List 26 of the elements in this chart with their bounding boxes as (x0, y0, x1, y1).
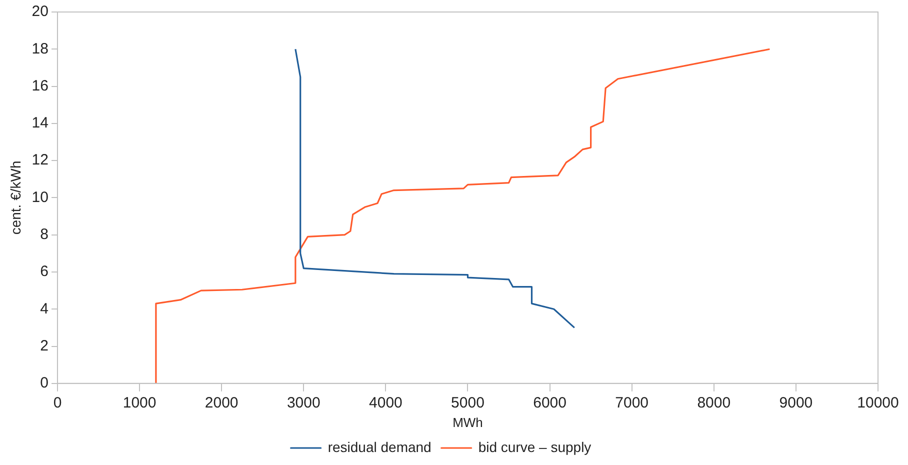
y-tick-label: 8 (40, 226, 48, 243)
y-tick-label: 6 (40, 263, 48, 280)
y-tick-label: 0 (40, 374, 48, 392)
x-tick-label: 3000 (286, 394, 320, 412)
y-tick-label: 2 (40, 337, 48, 354)
y-tick-label: 16 (32, 77, 48, 94)
x-tick-label: 1000 (122, 394, 156, 412)
y-tick-label: 14 (32, 114, 48, 132)
y-tick-label: 18 (32, 40, 48, 58)
x-tick-label: 7000 (615, 394, 649, 412)
x-tick-label: 9000 (779, 394, 813, 412)
x-tick-label: 8000 (697, 394, 731, 412)
y-tick-label: 20 (32, 3, 48, 20)
y-tick-label: 12 (32, 152, 48, 169)
y-tick-label: 10 (32, 188, 48, 206)
x-tick-label: 6000 (533, 394, 566, 412)
legend-label: bid curve – supply (478, 438, 592, 455)
legend-label: residual demand (328, 438, 432, 455)
y-tick-label: 4 (40, 300, 48, 318)
x-tick-label: 10000 (857, 394, 899, 412)
x-tick-label: 4000 (369, 394, 402, 412)
x-tick-label: 5000 (451, 394, 484, 412)
y-axis-title: cent. €/kWh (7, 160, 24, 235)
x-tick-label: 2000 (204, 394, 238, 412)
x-tick-label: 0 (53, 394, 62, 412)
x-axis-title: MWh (452, 414, 483, 430)
